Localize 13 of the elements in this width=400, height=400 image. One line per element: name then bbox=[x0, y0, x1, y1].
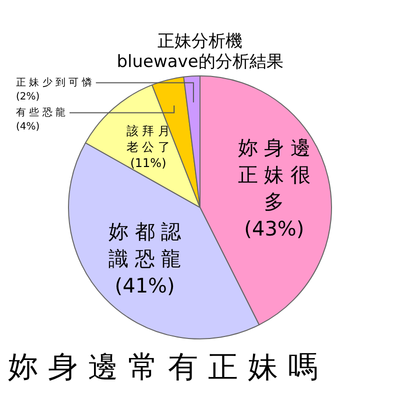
data-label: (4%) bbox=[16, 121, 40, 132]
data-label: (11%) bbox=[130, 156, 166, 170]
slice-label: 妳 都 認識 恐 龍 bbox=[108, 219, 182, 270]
data-label: (43%) bbox=[244, 216, 304, 240]
slice-label: 妳 身 邊正 妹 很多 bbox=[238, 135, 311, 214]
chart-subtitle: bluewave的分析結果 bbox=[116, 52, 284, 72]
data-label: (2%) bbox=[16, 91, 40, 102]
slice-label: 正 妹 少 到 可 憐 bbox=[16, 76, 92, 88]
text: 妳身邊常有正妹嗎 bbox=[8, 349, 329, 387]
chart-title: 正妹分析機 bbox=[158, 32, 242, 52]
data-label: (41%) bbox=[114, 273, 175, 298]
slice-label: 有 些 恐 龍 bbox=[16, 106, 66, 118]
slice-label: 該 拜 月老 公 了 bbox=[126, 124, 170, 154]
